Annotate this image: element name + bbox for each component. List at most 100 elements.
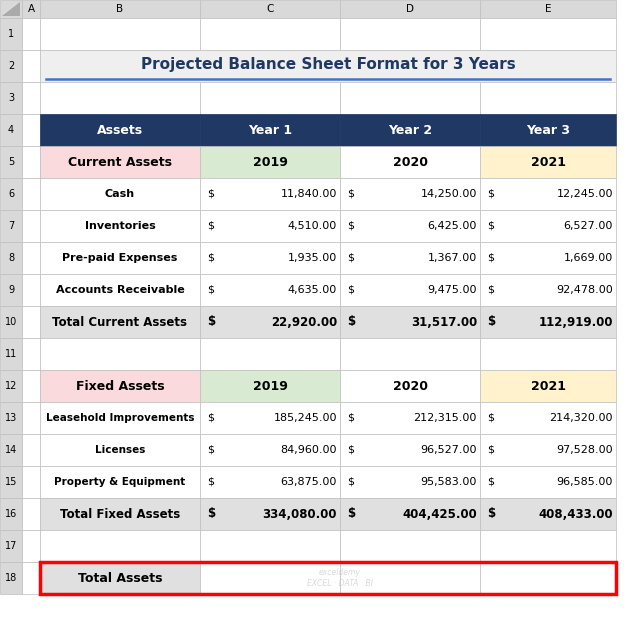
Bar [200, 146, 340, 178]
Text: $: $ [347, 413, 354, 423]
Bar [40, 50, 616, 82]
Bar [480, 306, 616, 338]
Bar [22, 242, 40, 274]
Text: 97,528.00: 97,528.00 [556, 445, 613, 455]
Text: Year 2: Year 2 [388, 124, 432, 136]
Bar [0, 18, 22, 50]
Text: 92,478.00: 92,478.00 [556, 285, 613, 295]
Text: E: E [545, 4, 551, 14]
Text: Year 1: Year 1 [248, 124, 292, 136]
Text: $: $ [487, 445, 494, 455]
Text: Fixed Assets: Fixed Assets [76, 380, 164, 392]
Text: 2019: 2019 [252, 155, 287, 169]
Text: $: $ [347, 316, 355, 328]
Text: Inventories: Inventories [85, 221, 155, 231]
Bar [40, 178, 200, 210]
Text: $: $ [487, 285, 494, 295]
Bar [40, 402, 200, 434]
Text: Property & Equipment: Property & Equipment [54, 477, 186, 487]
Bar [22, 498, 40, 530]
Bar [40, 498, 200, 530]
Text: 3: 3 [8, 93, 14, 103]
Bar [480, 562, 616, 594]
Text: D: D [406, 4, 414, 14]
Bar [340, 434, 480, 466]
Bar [200, 338, 340, 370]
Bar [22, 0, 40, 18]
Text: 96,585.00: 96,585.00 [556, 477, 613, 487]
Text: 2021: 2021 [530, 380, 565, 392]
Text: 212,315.00: 212,315.00 [413, 413, 477, 423]
Bar [480, 114, 616, 146]
Bar [340, 338, 480, 370]
Bar [340, 18, 480, 50]
Text: 63,875.00: 63,875.00 [280, 477, 337, 487]
Bar [22, 114, 40, 146]
Text: 16: 16 [5, 509, 17, 519]
Text: 6,425.00: 6,425.00 [427, 221, 477, 231]
Text: 5: 5 [8, 157, 14, 167]
Bar [340, 466, 480, 498]
Bar [40, 82, 200, 114]
Text: $: $ [207, 316, 215, 328]
Bar [200, 466, 340, 498]
Text: 14: 14 [5, 445, 17, 455]
Bar [40, 562, 616, 594]
Text: $: $ [207, 221, 214, 231]
Text: $: $ [347, 507, 355, 521]
Text: 214,320.00: 214,320.00 [550, 413, 613, 423]
Bar [200, 178, 340, 210]
Text: $: $ [207, 413, 214, 423]
Bar [340, 562, 480, 594]
Bar [0, 466, 22, 498]
Bar [22, 306, 40, 338]
Bar [40, 370, 200, 402]
Text: Cash: Cash [105, 189, 135, 199]
Bar [40, 530, 200, 562]
Text: $: $ [347, 445, 354, 455]
Text: 84,960.00: 84,960.00 [280, 445, 337, 455]
Bar [480, 178, 616, 210]
Bar [0, 114, 22, 146]
Text: 6,527.00: 6,527.00 [563, 221, 613, 231]
Bar [22, 466, 40, 498]
Text: Total Assets: Total Assets [78, 571, 162, 585]
Bar [40, 274, 200, 306]
Bar [480, 274, 616, 306]
Bar [480, 338, 616, 370]
Text: $: $ [487, 189, 494, 199]
Text: 12: 12 [5, 381, 17, 391]
Bar [480, 18, 616, 50]
Text: $: $ [487, 477, 494, 487]
Bar [480, 82, 616, 114]
Bar [40, 0, 200, 18]
Text: 185,245.00: 185,245.00 [273, 413, 337, 423]
Bar [340, 306, 480, 338]
Text: 112,919.00: 112,919.00 [539, 316, 613, 328]
Bar [0, 146, 22, 178]
Text: 4,635.00: 4,635.00 [287, 285, 337, 295]
Text: $: $ [207, 285, 214, 295]
Bar [480, 466, 616, 498]
Text: Total Fixed Assets: Total Fixed Assets [60, 507, 180, 521]
Bar [200, 306, 340, 338]
Bar [200, 402, 340, 434]
Text: 408,433.00: 408,433.00 [539, 507, 613, 521]
Bar [200, 434, 340, 466]
Bar [0, 242, 22, 274]
Bar [40, 18, 200, 50]
Bar [0, 82, 22, 114]
Bar [200, 18, 340, 50]
Text: 6: 6 [8, 189, 14, 199]
Bar [0, 306, 22, 338]
Text: $: $ [207, 477, 214, 487]
Bar [340, 210, 480, 242]
Bar [340, 530, 480, 562]
Bar [200, 370, 340, 402]
Bar [22, 274, 40, 306]
Bar [480, 146, 616, 178]
Text: Leasehold Improvements: Leasehold Improvements [46, 413, 194, 423]
Text: $: $ [347, 189, 354, 199]
Bar [340, 402, 480, 434]
Text: 95,583.00: 95,583.00 [420, 477, 477, 487]
